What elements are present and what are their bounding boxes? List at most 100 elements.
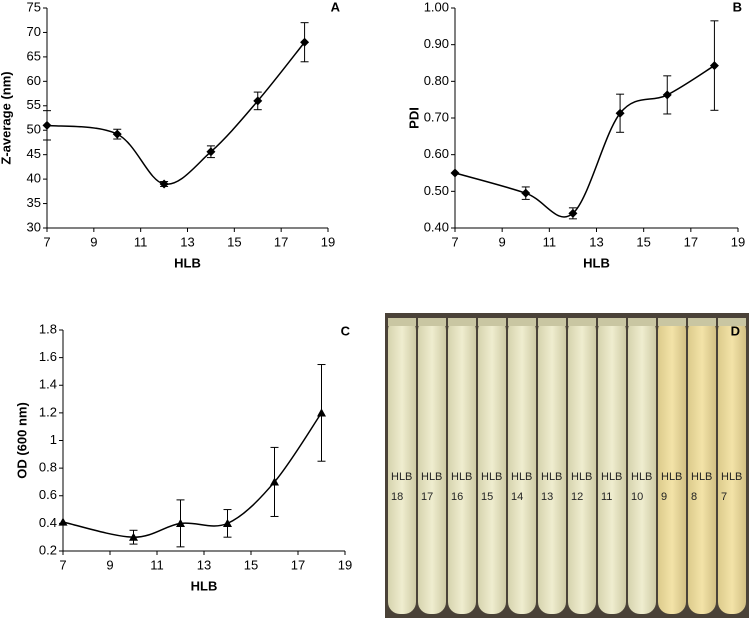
- y-tick-label: 70: [27, 24, 41, 39]
- y-tick-label: 30: [27, 219, 41, 234]
- panel-label: C: [341, 323, 351, 338]
- y-tick-label: 0.60: [424, 146, 449, 161]
- x-tick-label: 7: [43, 234, 50, 249]
- y-tick-label: 0.70: [424, 109, 449, 124]
- x-axis-label: HLB: [191, 578, 218, 593]
- marker: [300, 37, 310, 47]
- tube: HLB 17: [418, 318, 446, 614]
- y-axis-label: PDI: [406, 107, 421, 129]
- y-tick-label: 0.4: [39, 515, 57, 530]
- tube: HLB 12: [568, 318, 596, 614]
- tube-body: [478, 318, 506, 614]
- tube-rim: [448, 318, 476, 326]
- tube-rim: [538, 318, 566, 326]
- marker: [521, 188, 531, 198]
- tube-label: HLB: [421, 471, 442, 483]
- marker: [42, 120, 52, 130]
- tube-body: [658, 318, 686, 614]
- y-tick-label: 40: [27, 171, 41, 186]
- tube-label: HLB: [541, 471, 562, 483]
- x-tick-label: 19: [731, 234, 745, 249]
- x-axis-label: HLB: [583, 255, 610, 270]
- y-axis-label: Z-average (nm): [0, 71, 13, 164]
- tube-rim: [418, 318, 446, 326]
- tube-label: 16: [451, 491, 463, 503]
- marker: [223, 518, 232, 527]
- x-tick-label: 7: [451, 234, 458, 249]
- x-tick-label: 13: [197, 557, 211, 572]
- tube: HLB 9: [658, 318, 686, 614]
- tube-label: HLB: [691, 471, 712, 483]
- x-tick-label: 9: [106, 557, 113, 572]
- tube-label: HLB: [451, 471, 472, 483]
- y-tick-label: 75: [27, 0, 41, 14]
- tube-rim: [658, 318, 686, 326]
- tube-label: HLB: [511, 471, 532, 483]
- tube: HLB 8: [688, 318, 716, 614]
- tube: HLB 16: [448, 318, 476, 614]
- y-tick-label: 50: [27, 122, 41, 137]
- tube-label: HLB: [661, 471, 682, 483]
- panel-label: B: [733, 0, 742, 14]
- tube-label: HLB: [601, 471, 622, 483]
- tube-label: 11: [601, 491, 612, 503]
- x-tick-label: 7: [59, 557, 66, 572]
- x-tick-label: 15: [636, 234, 650, 249]
- x-tick-label: 13: [589, 234, 603, 249]
- tube-rim: [688, 318, 716, 326]
- marker: [129, 532, 138, 541]
- tube-body: [448, 318, 476, 614]
- marker: [317, 408, 326, 417]
- y-tick-label: 0.50: [424, 183, 449, 198]
- tube: HLB 15: [478, 318, 506, 614]
- x-tick-label: 13: [180, 234, 194, 249]
- y-tick-label: 60: [27, 73, 41, 88]
- marker: [450, 168, 460, 178]
- y-tick-label: 0.6: [39, 487, 57, 502]
- x-tick-label: 15: [227, 234, 241, 249]
- tube-body: [568, 318, 596, 614]
- tube-label: HLB: [631, 471, 652, 483]
- panel-label: D: [731, 323, 740, 338]
- tube-label: HLB: [391, 471, 412, 483]
- tube: HLB 11: [598, 318, 626, 614]
- marker: [112, 129, 122, 139]
- tube-rim: [598, 318, 626, 326]
- line: [46, 41, 306, 185]
- y-tick-label: 1.00: [424, 0, 449, 14]
- tube-body: [718, 318, 746, 614]
- x-tick-label: 19: [321, 234, 335, 249]
- x-tick-label: 17: [291, 557, 305, 572]
- y-tick-label: 1: [50, 432, 57, 447]
- tube-body: [538, 318, 566, 614]
- tube-body: [418, 318, 446, 614]
- y-tick-label: 1.8: [39, 321, 57, 336]
- y-tick-label: 0.40: [424, 219, 449, 234]
- y-tick-label: 1.6: [39, 349, 57, 364]
- y-tick-label: 65: [27, 48, 41, 63]
- y-tick-label: 0.90: [424, 36, 449, 51]
- y-tick-label: 1.2: [39, 404, 57, 419]
- tube-label: 12: [571, 491, 583, 503]
- tube: HLB 18: [388, 318, 416, 614]
- y-tick-label: 0.8: [39, 460, 57, 475]
- tube: HLB 13: [538, 318, 566, 614]
- tube-rim: [628, 318, 656, 326]
- y-axis-label: OD (600 nm): [14, 402, 29, 479]
- x-tick-label: 11: [150, 557, 164, 572]
- tube-label: HLB: [571, 471, 592, 483]
- x-tick-label: 11: [543, 234, 557, 249]
- marker: [58, 517, 68, 526]
- marker: [176, 518, 185, 527]
- marker: [709, 61, 719, 71]
- tube-label: 15: [481, 491, 493, 503]
- x-tick-label: 11: [134, 234, 148, 249]
- x-tick-label: 19: [338, 557, 352, 572]
- x-tick-label: 17: [274, 234, 288, 249]
- tube-label: HLB: [481, 471, 502, 483]
- x-tick-label: 17: [684, 234, 698, 249]
- tube-label: 17: [421, 491, 433, 503]
- tube-label: 8: [691, 491, 697, 503]
- tube-body: [628, 318, 656, 614]
